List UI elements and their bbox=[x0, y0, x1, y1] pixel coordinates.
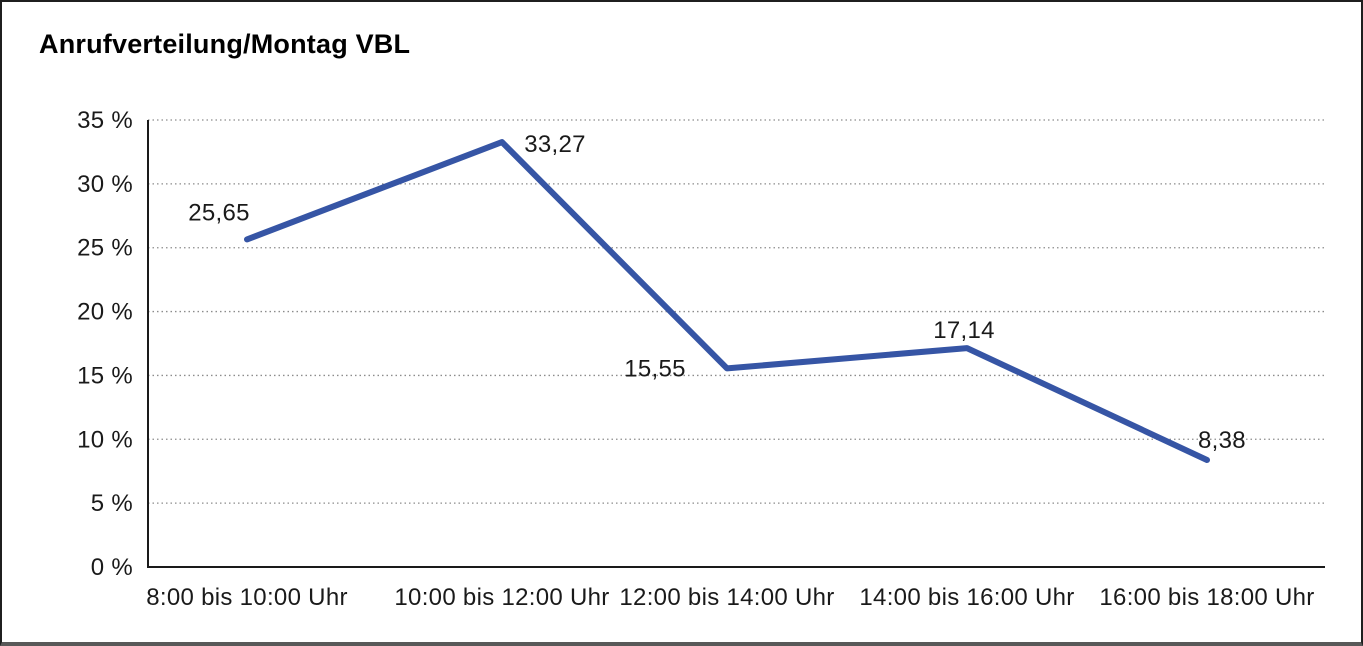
y-tick-label: 25 % bbox=[77, 235, 133, 262]
x-category-label: 8:00 bis 10:00 Uhr bbox=[146, 584, 348, 611]
x-category-label: 10:00 bis 12:00 Uhr bbox=[394, 584, 609, 611]
data-label: 17,14 bbox=[933, 317, 995, 344]
data-label: 33,27 bbox=[524, 131, 586, 158]
y-tick-label: 35 % bbox=[77, 107, 133, 134]
y-tick-label: 5 % bbox=[91, 490, 133, 517]
data-label: 15,55 bbox=[624, 355, 686, 382]
y-tick-label: 20 % bbox=[77, 299, 133, 326]
y-tick-label: 0 % bbox=[91, 554, 133, 581]
data-label: 25,65 bbox=[188, 199, 250, 226]
data-label: 8,38 bbox=[1198, 427, 1246, 454]
y-tick-label: 30 % bbox=[77, 171, 133, 198]
x-category-label: 16:00 bis 18:00 Uhr bbox=[1099, 584, 1314, 611]
y-tick-label: 15 % bbox=[77, 362, 133, 389]
chart-title: Anrufverteilung/Montag VBL bbox=[39, 29, 411, 59]
y-tick-label: 10 % bbox=[77, 426, 133, 453]
x-category-label: 12:00 bis 14:00 Uhr bbox=[619, 584, 834, 611]
x-category-label: 14:00 bis 16:00 Uhr bbox=[859, 584, 1074, 611]
data-line bbox=[244, 139, 1210, 463]
